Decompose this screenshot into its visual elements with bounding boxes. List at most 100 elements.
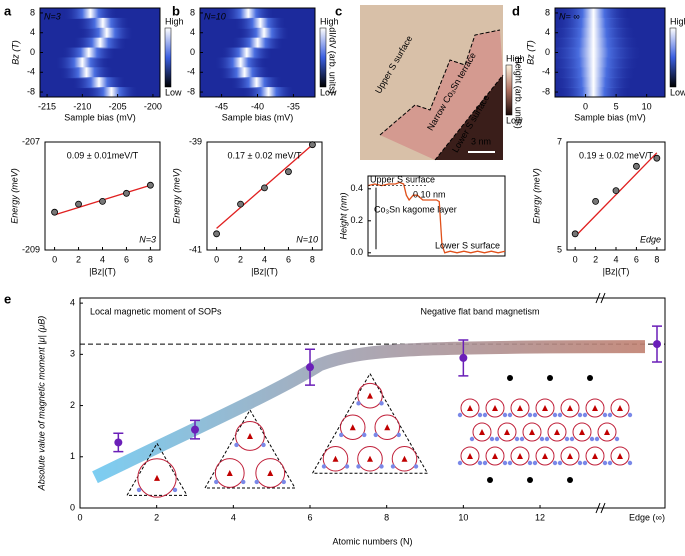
lattice-spin (567, 405, 573, 411)
lattice-atom (602, 460, 608, 466)
lattice-spin (467, 405, 473, 411)
lattice-atom (390, 464, 396, 469)
lattice-spin (226, 469, 233, 476)
heatmap-band (84, 87, 139, 97)
lattice-spin (492, 453, 498, 459)
lattice-atom (607, 412, 613, 418)
heatmap-band (557, 8, 630, 19)
data-point (592, 197, 599, 205)
x-tick-label: 10 (458, 512, 468, 522)
lattice-spin (529, 429, 535, 435)
x-tick-label: 0 (573, 254, 578, 264)
lattice-spin (479, 429, 485, 435)
data-point (123, 189, 130, 197)
lattice-atom (577, 412, 583, 418)
heatmap-band (234, 17, 287, 29)
x-tick-label: -200 (144, 101, 162, 111)
y-tick-label: -8 (27, 86, 35, 96)
axis-break (595, 292, 606, 304)
data-point (99, 197, 106, 205)
data-point (653, 154, 661, 162)
lattice-spin (504, 429, 510, 435)
fit-line (574, 152, 658, 237)
heatmap-annotation: N=10 (204, 11, 226, 21)
heatmap-band (557, 87, 630, 97)
lattice-atom (557, 460, 563, 466)
y-tick-label: 4 (30, 27, 35, 37)
heatmap-band (73, 37, 128, 49)
x-tick-label: 5 (614, 101, 619, 111)
lattice-atom (254, 479, 259, 485)
lattice-spin (592, 405, 598, 411)
heatmap-band (231, 37, 284, 49)
colorbar (505, 64, 513, 116)
x-tick-label: 8 (384, 512, 389, 522)
annotation: 0.10 nm (413, 189, 446, 199)
y-tick-label: 5 (557, 244, 562, 254)
x-axis-label: |Bz|(T) (603, 266, 630, 276)
lattice-spin (367, 455, 373, 462)
x-axis-label: Sample bias (mV) (222, 112, 294, 122)
panel-label: c (335, 3, 342, 18)
data-point (191, 425, 200, 434)
axis-break (595, 502, 606, 514)
lattice-atom (136, 487, 142, 493)
lattice-atom (502, 412, 508, 418)
lattice-atom (577, 460, 583, 466)
colorbar-high: High (320, 16, 339, 26)
lattice-atom (489, 436, 495, 442)
lattice-atom (557, 412, 563, 418)
y-tick-label: 0.2 (350, 215, 363, 225)
lattice-ring (497, 422, 517, 442)
lattice-ring (137, 458, 177, 498)
lattice-atom (379, 401, 384, 406)
y-tick-label: 0 (30, 47, 35, 57)
corner-label: Edge (640, 234, 661, 244)
lattice-atom (627, 460, 633, 466)
lattice-atom (362, 432, 367, 438)
annotation: Lower S surface (435, 240, 500, 250)
colorbar (669, 27, 677, 88)
scale-bar-label: 3 nm (471, 136, 491, 146)
heatmap-band (61, 47, 116, 59)
lattice-atom (519, 436, 525, 442)
lattice-atom (564, 436, 570, 442)
colorbar-low: Low (670, 87, 685, 97)
lattice-ring (585, 446, 605, 466)
x-tick-label: 0 (77, 512, 82, 522)
colorbar-title: Height (arb. units) (514, 57, 524, 129)
lattice-spin (492, 405, 498, 411)
x-tick-label: 6 (286, 254, 291, 264)
y-tick-label: 1 (70, 451, 75, 461)
y-tick-label: 8 (190, 7, 195, 17)
lattice-ring (572, 422, 592, 442)
lattice-atom (544, 436, 550, 442)
colorbar-high: High (670, 16, 685, 26)
heatmap-band (55, 57, 110, 69)
lattice-ring (610, 398, 630, 418)
y-axis-label: Absolute value of magnetic moment |μ| (μ… (36, 316, 46, 492)
y-tick-label: 0.0 (350, 247, 363, 257)
colorbar (164, 27, 172, 88)
annotation: Co₃Sn kagome layer (374, 204, 457, 214)
x-axis-label: Sample bias (mV) (64, 112, 136, 122)
heatmap-band (555, 77, 634, 89)
data-point (237, 200, 244, 208)
y-tick-label: 8 (30, 7, 35, 17)
lattice-spin (401, 455, 408, 462)
x-tick-label: -210 (73, 101, 91, 111)
lattice-ring (235, 421, 265, 451)
lattice-atom (582, 412, 588, 418)
y-tick-label: -41 (189, 244, 202, 254)
lattice-atom (514, 436, 520, 442)
lattice-outline (204, 409, 296, 489)
lattice-ring (610, 446, 630, 466)
slope-annotation: 0.09 ± 0.01meV/T (67, 150, 139, 160)
lattice-atom (494, 436, 500, 442)
corner-label: N=3 (139, 234, 156, 244)
lattice-atom (172, 487, 178, 493)
y-tick-label: 0 (190, 47, 195, 57)
lattice-spin (349, 424, 356, 431)
heatmap-band (555, 67, 637, 79)
lattice-atom (379, 464, 384, 469)
